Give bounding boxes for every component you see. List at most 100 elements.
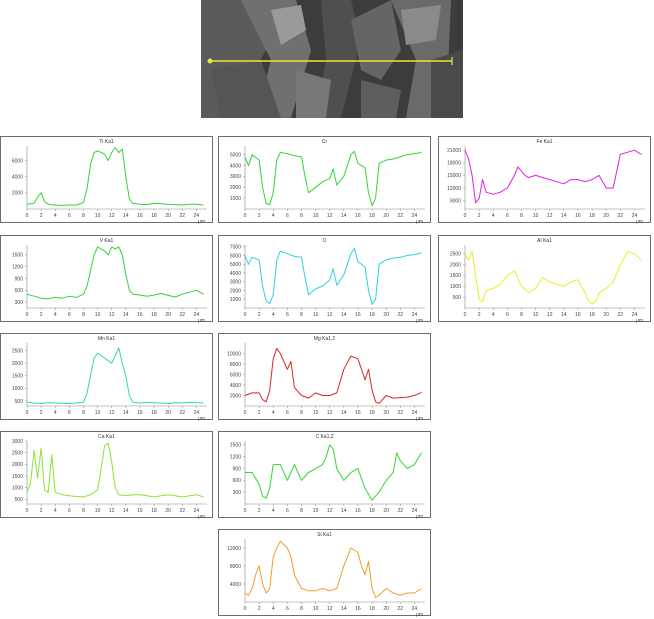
x-tick-label: 20 (603, 213, 609, 219)
chart-panel-al: Al Ka1 500 1000 1500 2000 2500 0 2 4 6 8 10 12 14 16 18… (438, 235, 651, 323)
x-tick-label: 20 (165, 508, 171, 514)
x-tick-label: 2 (40, 410, 43, 416)
x-tick-label: 22 (618, 213, 624, 219)
chart-title: Fe Ka1 (536, 139, 553, 145)
chart-title: Mn Ka1 (97, 336, 116, 342)
x-tick-label: 18 (589, 213, 595, 219)
y-tick-label: 6000 (12, 158, 23, 164)
x-unit-label: µm (416, 612, 423, 617)
x-tick-label: 24 (194, 213, 200, 219)
y-tick-label: 5000 (230, 262, 241, 268)
y-tick-label: 21000 (447, 148, 461, 154)
x-tick-label: 18 (151, 508, 157, 514)
y-tick-label: 300 (233, 490, 242, 496)
x-tick-label: 22 (398, 508, 404, 514)
chart-title: Si Ka1 (317, 532, 332, 538)
x-unit-label: µm (636, 219, 643, 224)
x-tick-label: 14 (341, 410, 347, 416)
y-tick-label: 2000 (230, 288, 241, 294)
x-tick-label: 18 (589, 312, 595, 318)
x-tick-label: 14 (123, 508, 129, 514)
x-tick-label: 22 (180, 410, 186, 416)
chart-title: Cr (321, 139, 328, 145)
y-tick-label: 2000 (230, 185, 241, 191)
x-tick-label: 4 (492, 213, 495, 219)
x-tick-label: 0 (244, 213, 247, 219)
x-tick-label: 16 (137, 508, 143, 514)
x-tick-label: 10 (95, 508, 101, 514)
series-line (26, 246, 204, 300)
x-tick-label: 24 (632, 213, 638, 219)
chart-title: Ca Ka1 (98, 434, 115, 440)
chart-panel-o: O 1000 2000 3000 4000 5000 6000 7000 0 2 4 6 8 10 12 14… (218, 235, 431, 323)
y-tick-label: 1500 (12, 474, 23, 480)
x-unit-label: µm (416, 219, 423, 224)
x-unit-label: µm (416, 416, 423, 421)
x-tick-label: 0 (26, 213, 29, 219)
y-tick-label: 1500 (12, 374, 23, 380)
x-tick-label: 4 (272, 410, 275, 416)
x-tick-label: 10 (313, 606, 319, 612)
y-tick-label: 2000 (12, 462, 23, 468)
x-unit-label: µm (416, 318, 423, 323)
y-tick-label: 2000 (12, 191, 23, 197)
x-tick-label: 0 (244, 312, 247, 318)
x-tick-label: 16 (575, 312, 581, 318)
x-tick-label: 18 (151, 213, 157, 219)
x-tick-label: 12 (327, 606, 333, 612)
x-tick-label: 16 (355, 213, 361, 219)
y-tick-label: 1000 (450, 284, 461, 290)
x-tick-label: 22 (398, 410, 404, 416)
x-tick-label: 10 (533, 213, 539, 219)
x-tick-label: 2 (258, 508, 261, 514)
x-tick-label: 12 (547, 312, 553, 318)
y-tick-label: 3000 (230, 280, 241, 286)
x-tick-label: 10 (95, 213, 101, 219)
x-tick-label: 4 (54, 508, 57, 514)
x-tick-label: 6 (286, 213, 289, 219)
x-tick-label: 10 (313, 508, 319, 514)
x-tick-label: 6 (68, 508, 71, 514)
y-tick-label: 4000 (230, 163, 241, 169)
x-unit-label: µm (198, 318, 205, 323)
x-tick-label: 14 (561, 312, 567, 318)
x-tick-label: 8 (82, 312, 85, 318)
x-tick-label: 8 (520, 213, 523, 219)
x-tick-label: 16 (355, 410, 361, 416)
chart-panel-ca: Ca Ka1 500 1000 1500 2000 2500 3000 0 2 4 6 8 10 12 14… (0, 431, 213, 519)
y-tick-label: 15000 (447, 173, 461, 179)
y-tick-label: 1500 (12, 253, 23, 259)
y-tick-label: 1000 (12, 485, 23, 491)
x-tick-label: 8 (520, 312, 523, 318)
series-line (26, 442, 204, 498)
x-tick-label: 0 (464, 312, 467, 318)
x-tick-label: 20 (383, 606, 389, 612)
x-tick-label: 10 (313, 312, 319, 318)
x-tick-label: 12 (327, 410, 333, 416)
y-tick-label: 1500 (450, 273, 461, 279)
x-tick-label: 24 (412, 312, 418, 318)
y-tick-label: 1000 (230, 196, 241, 202)
x-tick-label: 20 (165, 410, 171, 416)
y-tick-label: 18000 (447, 161, 461, 167)
x-tick-label: 12 (109, 213, 115, 219)
y-tick-label: 2000 (450, 262, 461, 268)
y-tick-label: 4000 (230, 582, 241, 588)
x-tick-label: 18 (369, 410, 375, 416)
x-tick-label: 12 (327, 213, 333, 219)
x-tick-label: 12 (109, 410, 115, 416)
x-tick-label: 20 (165, 213, 171, 219)
chart-title: Ti Ka1 (99, 139, 114, 145)
y-tick-label: 900 (233, 466, 242, 472)
x-tick-label: 12 (547, 213, 553, 219)
x-tick-label: 10 (313, 213, 319, 219)
series-line (244, 540, 422, 598)
chart-panel-cr: Cr 1000 2000 3000 4000 5000 0 2 4 6 8 10 12 14 16 18 20 2… (218, 136, 431, 224)
x-tick-label: 0 (244, 410, 247, 416)
x-tick-label: 0 (26, 508, 29, 514)
x-tick-label: 16 (575, 213, 581, 219)
series-line (26, 347, 204, 404)
